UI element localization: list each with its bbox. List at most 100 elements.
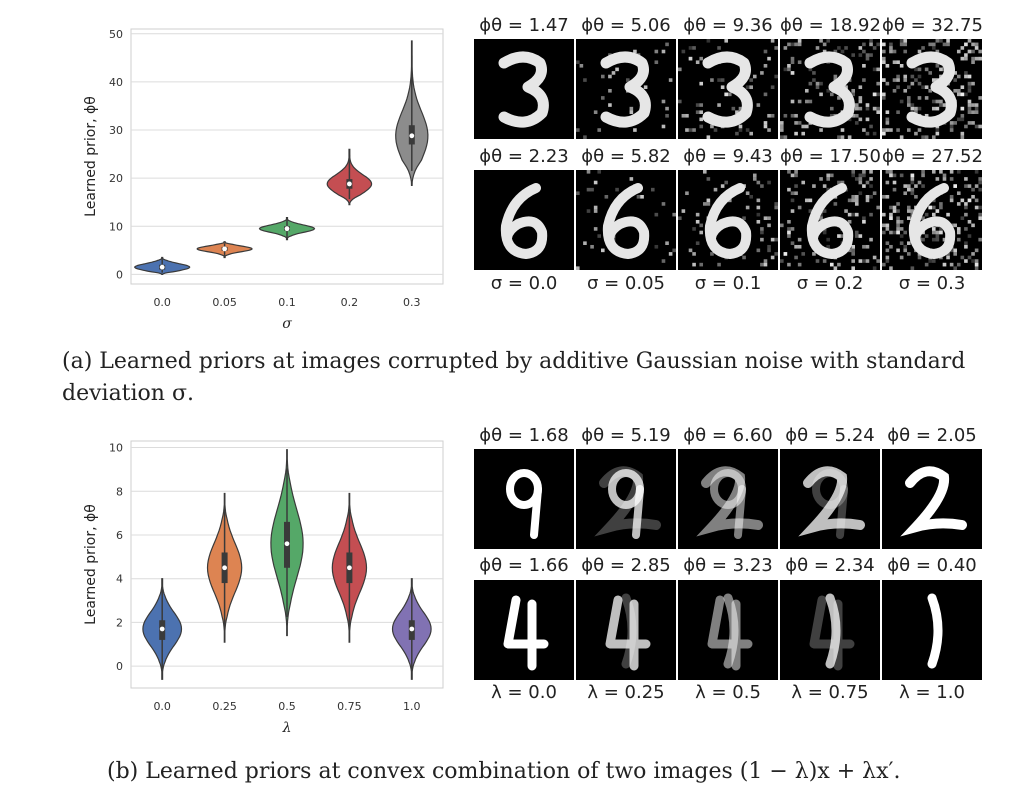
noise-pixel xyxy=(876,110,880,114)
noise-pixel xyxy=(896,227,900,231)
digit-three-image xyxy=(882,39,982,139)
noise-pixel xyxy=(763,63,768,68)
noise-pixel xyxy=(956,117,961,122)
noise-pixel xyxy=(882,78,886,82)
noise-pixel xyxy=(865,194,870,199)
noise-pixel xyxy=(600,96,605,100)
noise-pixel xyxy=(812,252,816,256)
noise-pixel xyxy=(692,128,696,132)
noise-pixel xyxy=(692,227,696,231)
noise-pixel xyxy=(917,106,922,111)
noise-pixel xyxy=(685,191,689,196)
noise-pixel xyxy=(935,209,940,213)
noise-pixel xyxy=(967,88,972,93)
noise-pixel xyxy=(797,205,802,210)
noise-pixel xyxy=(978,49,982,54)
noise-pixel xyxy=(960,216,965,221)
noise-pixel xyxy=(604,194,609,199)
noise-pixel xyxy=(794,42,798,47)
noise-pixel xyxy=(801,124,806,129)
noise-pixel xyxy=(840,135,845,139)
noise-pixel xyxy=(971,121,975,125)
lambda-label: λ = 0.75 xyxy=(791,682,869,703)
noise-pixel xyxy=(699,124,704,129)
noise-pixel xyxy=(692,262,696,267)
noise-pixel xyxy=(921,135,925,139)
noise-pixel xyxy=(939,99,943,104)
noise-pixel xyxy=(935,230,940,235)
digit-six-image xyxy=(678,170,778,270)
noise-pixel xyxy=(865,106,870,111)
sigma-label: σ = 0.1 xyxy=(694,273,762,294)
noise-pixel xyxy=(910,177,915,181)
noise-pixel xyxy=(935,128,940,132)
noise-pixel xyxy=(974,184,979,188)
noise-pixel xyxy=(903,74,908,79)
noise-pixel xyxy=(892,49,897,54)
noise-pixel xyxy=(896,85,900,90)
noise-pixel xyxy=(695,212,700,217)
noise-pixel xyxy=(906,99,911,104)
phi-label: ϕθ = 2.34 xyxy=(785,555,875,576)
noise-pixel xyxy=(760,184,764,188)
noise-pixel xyxy=(876,205,880,210)
noise-pixel xyxy=(971,42,975,47)
noise-pixel xyxy=(928,88,933,93)
noise-pixel xyxy=(928,205,933,210)
noise-pixel xyxy=(862,49,866,54)
noise-pixel xyxy=(826,237,831,242)
noise-pixel xyxy=(978,187,982,192)
noise-pixel xyxy=(695,219,700,224)
noise-pixel xyxy=(826,187,831,192)
noise-pixel xyxy=(865,53,870,57)
noise-pixel xyxy=(978,205,982,210)
noise-pixel xyxy=(829,106,834,111)
digit-blend-image xyxy=(576,449,676,549)
noise-pixel xyxy=(931,42,936,47)
noise-pixel xyxy=(967,74,972,79)
noise-pixel xyxy=(949,177,954,181)
noise-pixel xyxy=(953,121,957,125)
noise-pixel xyxy=(854,121,859,125)
noise-pixel xyxy=(949,128,954,132)
noise-pixel xyxy=(745,128,750,132)
noise-pixel xyxy=(960,131,965,136)
x-tick-label: 0.05 xyxy=(212,296,237,309)
noise-pixel xyxy=(858,177,863,181)
noise-pixel xyxy=(896,230,900,235)
noise-pixel xyxy=(971,187,975,192)
noise-pixel xyxy=(858,191,863,196)
noise-pixel xyxy=(865,56,870,61)
caption-b: (b) Learned priors at convex combination… xyxy=(107,759,901,784)
noise-pixel xyxy=(931,135,936,139)
noise-pixel xyxy=(787,42,791,47)
noise-pixel xyxy=(576,128,580,132)
noise-pixel xyxy=(822,259,827,263)
noise-pixel xyxy=(885,110,890,114)
noise-pixel xyxy=(749,78,753,82)
noise-pixel xyxy=(935,49,940,54)
noise-pixel xyxy=(837,234,841,238)
noise-pixel xyxy=(960,117,965,122)
noise-pixel xyxy=(749,85,753,90)
noise-pixel xyxy=(815,85,820,90)
noise-pixel xyxy=(892,205,897,210)
noise-pixel xyxy=(964,71,968,75)
noise-pixel xyxy=(600,74,605,79)
noise-pixel xyxy=(801,252,806,256)
noise-pixel xyxy=(889,266,893,270)
noise-pixel xyxy=(702,202,707,206)
noise-pixel xyxy=(787,67,791,72)
noise-pixel xyxy=(964,227,968,231)
noise-pixel xyxy=(862,259,866,263)
noise-pixel xyxy=(862,78,866,82)
noise-pixel xyxy=(678,67,682,72)
noise-pixel xyxy=(869,124,873,129)
median-dot xyxy=(409,133,415,139)
noise-pixel xyxy=(885,241,890,245)
noise-pixel xyxy=(971,252,975,256)
noise-pixel xyxy=(971,49,975,54)
noise-pixel xyxy=(643,85,648,90)
noise-pixel xyxy=(780,223,784,228)
noise-pixel xyxy=(822,209,827,213)
